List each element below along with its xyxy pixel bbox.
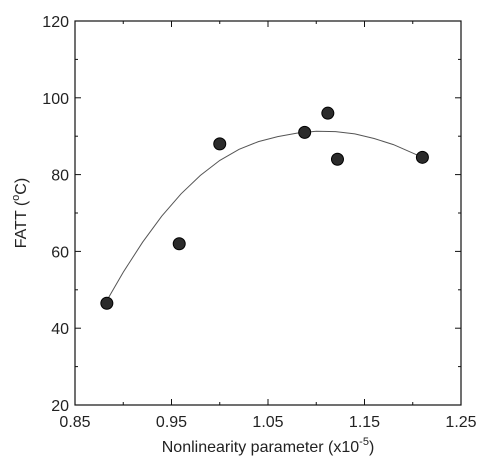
- data-point: [100, 296, 114, 310]
- x-axis-label: Nonlinearity parameter (x10-5): [162, 436, 375, 456]
- data-point: [415, 150, 429, 164]
- x-tick-label: 1.25: [445, 414, 476, 431]
- x-tick-label: 1.05: [252, 414, 283, 431]
- fit-curve: [106, 130, 423, 301]
- data-point: [298, 125, 312, 139]
- y-tick-label: 40: [51, 321, 69, 338]
- x-axis-ticks: 0.85 0.95 1.05 1.15 1.25: [59, 21, 477, 431]
- data-point: [321, 106, 335, 120]
- y-tick-label: 120: [42, 14, 69, 31]
- series-layer: [100, 106, 429, 310]
- plot-frame: [74, 20, 462, 406]
- y-tick-label: 80: [51, 168, 69, 185]
- x-tick-label: 1.15: [349, 414, 380, 431]
- y-axis-ticks: 20 40 60 80 100 120: [42, 14, 461, 415]
- x-tick-label: 0.95: [156, 414, 187, 431]
- y-tick-label: 60: [51, 244, 69, 261]
- y-tick-label: 20: [51, 398, 69, 415]
- y-axis-label: FATT (oC): [10, 178, 30, 248]
- x-tick-label: 0.85: [59, 414, 90, 431]
- data-point: [172, 237, 186, 251]
- data-point: [213, 137, 227, 151]
- y-tick-label: 100: [42, 91, 69, 108]
- data-point: [330, 152, 344, 166]
